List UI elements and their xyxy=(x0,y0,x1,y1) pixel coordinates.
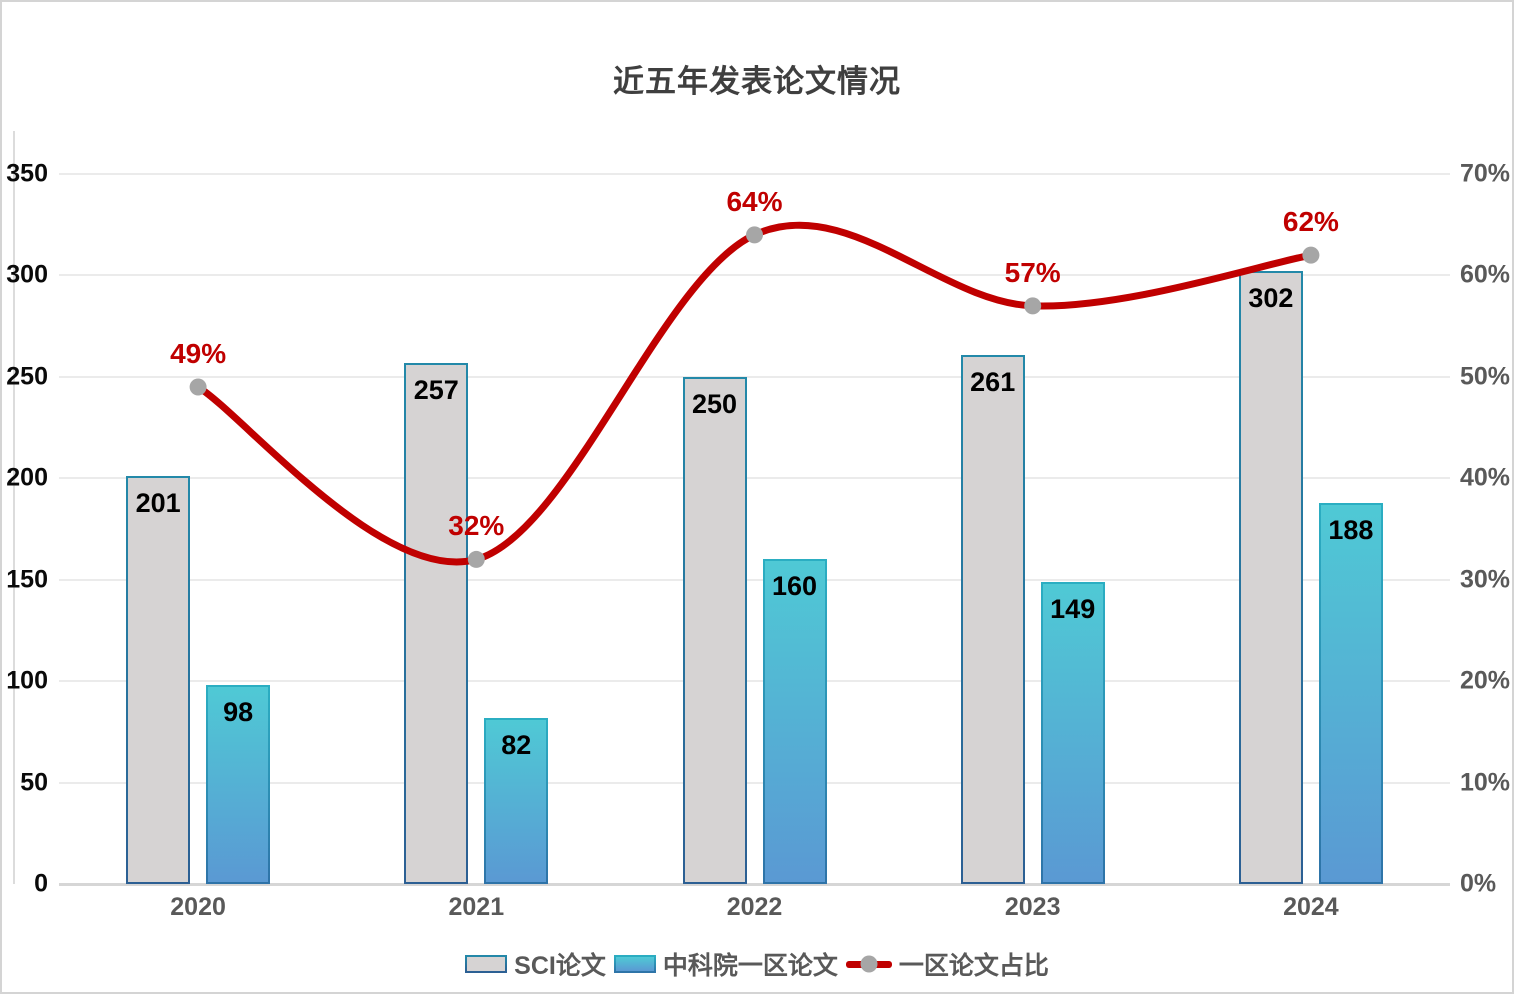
bar-value-label: 82 xyxy=(501,729,532,760)
legend-label: SCI论文 xyxy=(514,952,606,980)
chart-title: 近五年发表论文情况 xyxy=(613,64,901,99)
left-axis-tick-label: 0 xyxy=(34,869,48,898)
legend-item-bar1: SCI论文 xyxy=(465,946,606,982)
bar-中科院一区论文-2023 xyxy=(1040,581,1105,884)
line-point-label: 62% xyxy=(1282,206,1339,238)
line-point-label: 57% xyxy=(1004,256,1061,288)
legend-swatch-bar1 xyxy=(465,955,508,973)
left-axis-tick-label: 200 xyxy=(6,463,48,492)
line-point-label: 64% xyxy=(726,185,783,217)
bar-value-label: 250 xyxy=(691,388,738,419)
bar-value-label: 188 xyxy=(1328,514,1374,545)
bar-value-label: 201 xyxy=(135,488,181,519)
left-axis-tick-label: 300 xyxy=(6,260,48,289)
gridline xyxy=(59,883,1450,886)
bar-SCI论文-2024 xyxy=(1238,271,1303,884)
right-axis-tick-label: 30% xyxy=(1460,565,1511,594)
bar-value-label: 302 xyxy=(1248,283,1294,314)
bar-SCI论文-2023 xyxy=(960,354,1025,884)
bar-SCI论文-2022 xyxy=(682,376,747,884)
legend-item-bar2: 中科院一区论文 xyxy=(613,946,838,982)
legend-line-swatch xyxy=(845,955,892,973)
bar-SCI论文-2020 xyxy=(126,476,191,884)
bar-中科院一区论文-2024 xyxy=(1318,502,1383,884)
legend-label: 一区论文占比 xyxy=(898,952,1049,980)
line-point-label: 49% xyxy=(170,338,227,369)
legend-label: 中科院一区论文 xyxy=(662,952,838,980)
left-axis-tick-label: 250 xyxy=(6,362,48,391)
left-axis-line xyxy=(13,131,15,884)
legend: SCI论文 中科院一区论文 一区论文占比 xyxy=(2,942,1512,986)
legend-line-marker-dot xyxy=(860,955,878,973)
line-marker xyxy=(746,226,763,244)
left-axis-tick-label: 350 xyxy=(6,159,48,188)
bar-value-label: 98 xyxy=(223,697,254,728)
gridline xyxy=(59,173,1450,175)
bar-value-label: 149 xyxy=(1050,593,1096,624)
line-marker xyxy=(189,378,207,396)
left-axis-tick-label: 50 xyxy=(20,768,48,797)
bar-中科院一区论文-2020 xyxy=(206,685,271,884)
legend-swatch-bar2 xyxy=(613,955,656,973)
gridline xyxy=(59,781,1450,784)
right-axis-tick-label: 60% xyxy=(1460,260,1511,289)
left-axis-tick-label: 150 xyxy=(6,565,48,594)
right-axis-tick-label: 50% xyxy=(1460,362,1511,391)
bar-中科院一区论文-2022 xyxy=(762,559,827,884)
x-axis-label: 2023 xyxy=(1004,893,1061,921)
bar-value-label: 160 xyxy=(771,571,818,602)
line-marker xyxy=(1024,297,1042,315)
gridline xyxy=(59,680,1450,683)
right-axis-tick-label: 40% xyxy=(1460,463,1511,492)
line-marker xyxy=(1302,246,1320,264)
right-axis-tick-label: 20% xyxy=(1460,666,1511,695)
bar-value-label: 257 xyxy=(413,374,459,405)
bar-中科院一区论文-2021 xyxy=(484,717,549,884)
x-axis-label: 2024 xyxy=(1283,893,1339,921)
left-axis-tick-label: 100 xyxy=(6,666,48,695)
line-point-label: 32% xyxy=(448,510,505,542)
bar-value-label: 261 xyxy=(970,366,1016,397)
legend-item-line: 一区论文占比 xyxy=(845,946,1049,982)
x-axis-label: 2020 xyxy=(170,893,226,921)
right-axis-tick-label: 10% xyxy=(1460,768,1511,797)
bar-SCI论文-2021 xyxy=(404,362,469,884)
line-marker xyxy=(467,550,485,568)
gridline xyxy=(59,578,1450,581)
right-axis-tick-label: 70% xyxy=(1460,159,1511,188)
x-axis-label: 2021 xyxy=(448,893,505,921)
right-axis-tick-label: 0% xyxy=(1460,869,1497,898)
x-axis-label: 2022 xyxy=(726,893,783,921)
